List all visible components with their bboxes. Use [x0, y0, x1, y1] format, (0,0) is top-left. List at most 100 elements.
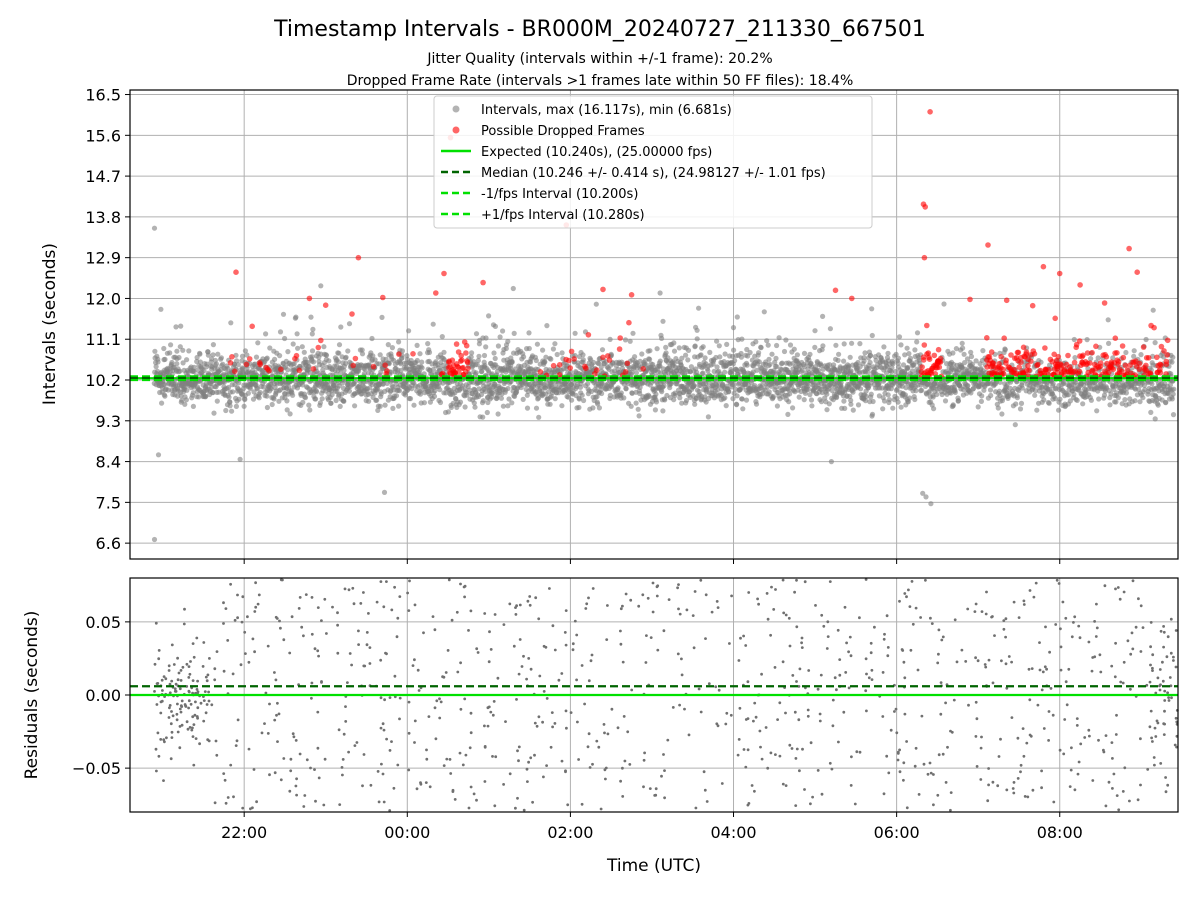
residual-point [178, 746, 182, 750]
dropped-frame-point [624, 360, 631, 367]
interval-point [328, 400, 334, 406]
interval-point [476, 353, 482, 359]
interval-point [276, 398, 282, 404]
dropped-frame-point [628, 292, 635, 298]
residual-point [433, 706, 437, 710]
interval-point [895, 355, 902, 361]
interval-point [319, 396, 325, 402]
dropped-frame-point [370, 363, 377, 370]
dropped-frame-point [1126, 245, 1132, 252]
residual-point [355, 741, 359, 744]
residual-point [178, 687, 182, 691]
interval-point [295, 345, 301, 351]
residual-point [974, 656, 977, 660]
interval-outlier-point [318, 283, 324, 289]
residual-point [185, 662, 189, 666]
interval-point [190, 403, 196, 409]
residual-point [407, 700, 411, 704]
interval-point [885, 392, 891, 398]
residual-point [179, 710, 183, 714]
interval-point [761, 309, 767, 315]
interval-point [210, 389, 216, 396]
interval-point [445, 409, 451, 415]
interval-point [580, 357, 586, 363]
interval-point [308, 314, 314, 320]
interval-point [1065, 392, 1072, 398]
interval-point [263, 331, 269, 337]
interval-point [197, 351, 203, 357]
interval-point [226, 394, 232, 400]
dropped-frame-point [463, 342, 470, 349]
interval-point [1088, 397, 1094, 403]
residual-point [231, 672, 235, 676]
interval-point [1002, 347, 1008, 353]
interval-point [805, 386, 812, 392]
residual-point [313, 768, 316, 771]
interval-point [256, 395, 262, 401]
residual-point [782, 611, 786, 615]
interval-point [162, 356, 168, 362]
interval-point [474, 362, 480, 368]
residual-point [1088, 734, 1091, 738]
dropped-frame-point [1164, 352, 1170, 358]
dropped-frame-point [567, 365, 573, 371]
interval-point [824, 407, 830, 413]
interval-point [713, 354, 719, 361]
interval-point [841, 398, 847, 404]
interval-point [914, 330, 921, 336]
interval-point [241, 403, 247, 409]
residual-point [185, 720, 189, 724]
residual-point [199, 701, 203, 705]
interval-point [299, 344, 305, 350]
residual-point [483, 780, 487, 783]
interval-point [781, 348, 788, 355]
residual-point [807, 669, 811, 672]
interval-point [850, 407, 856, 413]
dropped-frame-point [617, 335, 623, 341]
residual-point [449, 772, 453, 775]
residual-point [448, 758, 452, 761]
interval-point [890, 405, 896, 411]
residual-point [229, 582, 233, 586]
dropped-frame-point [593, 367, 600, 373]
interval-point [677, 395, 683, 401]
interval-point [869, 332, 875, 339]
intervals-plot: 6.67.58.49.310.211.112.012.913.814.715.6… [40, 86, 1179, 564]
residual-point [1011, 787, 1015, 790]
residual-point [365, 643, 369, 647]
interval-point [569, 397, 575, 403]
interval-point [497, 334, 503, 340]
dropped-frame-point [926, 356, 933, 363]
interval-point [679, 355, 685, 361]
interval-point [1071, 336, 1077, 343]
interval-point [683, 352, 689, 358]
interval-point [692, 401, 698, 407]
intervals-y-tick-label: 16.5 [85, 86, 121, 105]
interval-point [599, 390, 605, 397]
dropped-frame-point [355, 254, 362, 261]
residual-point [310, 632, 314, 636]
residual-point [692, 646, 696, 650]
residual-point [1116, 586, 1120, 589]
residual-point [616, 726, 620, 730]
interval-point [178, 323, 184, 329]
residual-point [920, 714, 924, 718]
interval-point [205, 352, 211, 358]
interval-point [540, 347, 546, 353]
interval-point [1155, 402, 1161, 408]
dropped-frame-point [396, 351, 402, 358]
dropped-frame-point [322, 302, 329, 309]
interval-point [1152, 340, 1158, 346]
interval-point [694, 336, 700, 342]
interval-point [952, 389, 958, 395]
residual-point [781, 578, 785, 582]
interval-point [978, 398, 985, 404]
interval-point [907, 355, 914, 361]
interval-point [457, 399, 464, 405]
interval-point [396, 339, 402, 345]
interval-point [785, 411, 791, 417]
interval-point [554, 351, 560, 358]
residual-point [445, 757, 449, 761]
residual-point [277, 712, 281, 716]
interval-point [773, 355, 779, 361]
